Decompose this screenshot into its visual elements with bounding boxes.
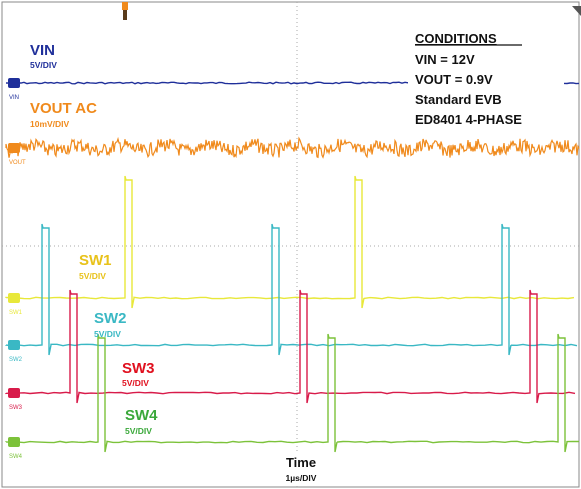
condition-line: ED8401 4-PHASE [415, 112, 522, 127]
x-axis-label: Time [286, 455, 316, 470]
series-scale-vin: 5V/DIV [30, 60, 57, 70]
channel-marker-vin: VIN [8, 78, 20, 101]
channel-marker-vout: VOUT [8, 143, 26, 166]
channel-tag: SW2 [9, 357, 23, 363]
series-trace-vout [5, 136, 580, 159]
channel-marker-sw3: SW3 [8, 388, 23, 411]
channel-tag: SW3 [9, 405, 23, 411]
trigger-level-marker [572, 6, 581, 16]
channel-tag: VOUT [9, 160, 26, 166]
series-trace-sw4 [5, 333, 579, 453]
channel-marker-sw2: SW2 [8, 340, 23, 363]
trigger-position-marker [122, 2, 128, 20]
channel-marker-sw1: SW1 [8, 293, 23, 316]
channel-tag: SW4 [9, 454, 23, 460]
series-label-sw3: SW3 [122, 360, 155, 377]
condition-line: VIN = 12V [415, 52, 475, 67]
series-scale-vout: 10mV/DIV [30, 119, 70, 129]
conditions-heading: CONDITIONS [415, 31, 497, 46]
conditions-box: CONDITIONS VIN = 12V VOUT = 0.9V Standar… [408, 26, 564, 132]
condition-line: Standard EVB [415, 92, 502, 107]
x-axis-scale: 1µs/DIV [286, 473, 317, 483]
series-label-sw4: SW4 [125, 407, 158, 424]
series-trace-sw3 [5, 289, 576, 404]
channel-tag: SW1 [9, 310, 23, 316]
series-label-sw1: SW1 [79, 252, 112, 269]
series-scale-sw1: 5V/DIV [79, 271, 106, 281]
series-label-sw2: SW2 [94, 310, 127, 327]
waveform-traces: VIN VOUT SW1 SW2 SW3 SW4 [5, 78, 580, 460]
series-scale-sw3: 5V/DIV [122, 378, 149, 388]
series-label-vin: VIN [30, 42, 55, 59]
series-trace-sw2 [5, 223, 578, 356]
series-scale-sw2: 5V/DIV [94, 329, 121, 339]
channel-marker-sw4: SW4 [8, 437, 23, 460]
series-trace-sw1 [5, 175, 575, 309]
series-label-vout: VOUT AC [30, 100, 97, 117]
condition-line: VOUT = 0.9V [415, 72, 493, 87]
series-scale-sw4: 5V/DIV [125, 426, 152, 436]
channel-tag: VIN [9, 95, 19, 101]
